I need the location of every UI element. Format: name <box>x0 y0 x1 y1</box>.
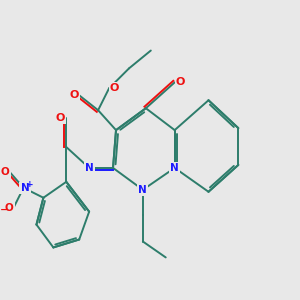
Text: O: O <box>69 90 79 100</box>
Text: O: O <box>1 167 10 177</box>
Text: O: O <box>176 77 185 87</box>
Text: O: O <box>55 113 64 123</box>
Text: N: N <box>139 185 147 195</box>
Text: +: + <box>26 180 34 189</box>
Text: O: O <box>110 83 119 93</box>
Text: O: O <box>5 203 14 213</box>
Text: N: N <box>21 183 29 193</box>
Text: N: N <box>170 163 179 173</box>
Text: −: − <box>0 205 9 215</box>
Text: N: N <box>85 163 94 173</box>
